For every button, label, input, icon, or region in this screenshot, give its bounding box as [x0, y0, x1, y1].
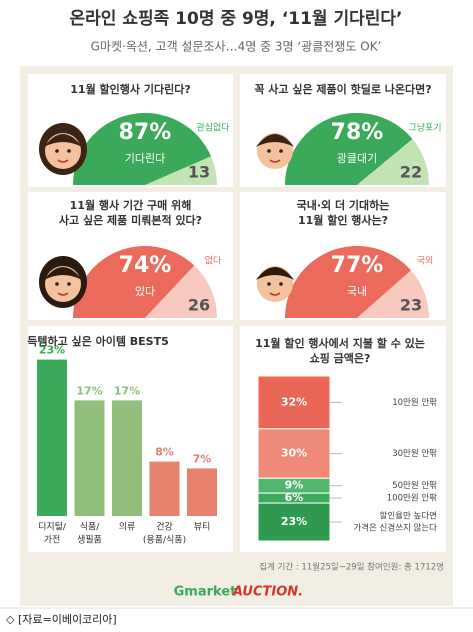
category-label: 그냥포기	[408, 123, 441, 134]
face-icon	[67, 282, 71, 286]
question: 11월 행사 기간 구매 위해	[70, 198, 192, 212]
value-label: 23	[400, 296, 422, 315]
face-icon	[279, 149, 283, 153]
category-label: 50만원 안팎	[392, 480, 437, 491]
face-icon	[67, 149, 71, 153]
category-label: (용품/식품)	[143, 535, 186, 546]
value-label: 6%	[285, 491, 304, 504]
value-label: 9%	[285, 479, 304, 492]
face-icon	[55, 149, 59, 153]
bar-segment	[257, 428, 331, 479]
category-label: 있다	[135, 285, 155, 298]
bar-segment	[257, 502, 331, 542]
category-label: 없다	[205, 256, 222, 267]
bar	[37, 359, 67, 516]
category-label: 디지털/	[38, 521, 67, 533]
bar	[74, 400, 105, 516]
value-label: 8%	[155, 446, 174, 459]
category-label: 국외	[417, 255, 434, 267]
face-icon	[44, 134, 82, 147]
bar	[112, 400, 142, 516]
category-label: 기다린다	[125, 152, 165, 165]
face-icon	[57, 159, 69, 163]
question: 11월 할인행사 기다린다?	[70, 82, 190, 96]
face-icon	[55, 282, 59, 286]
value-label: 78%	[331, 120, 384, 145]
category-label: 국내	[347, 285, 367, 298]
value-label: 7%	[193, 452, 212, 465]
gauge-slice	[357, 139, 429, 185]
gauge-slice	[145, 156, 217, 185]
category-label: 뷰티	[194, 522, 211, 533]
question: 꼭 사고 싶은 제품이 핫딜로 나온다면?	[254, 82, 431, 96]
bar	[149, 461, 180, 516]
bar	[187, 468, 217, 516]
gauge-slice	[73, 246, 195, 318]
question: 국내·외 더 기대하는	[297, 198, 390, 212]
gauge-slice	[285, 112, 413, 185]
face-icon	[256, 267, 294, 280]
value-label: 22	[400, 163, 422, 182]
value-label: 32%	[281, 395, 307, 408]
value-label: 23%	[39, 344, 65, 357]
category-label: 생필품	[77, 534, 102, 546]
chart-title: 11월 할인 행사에서 지불 할 수 있는	[255, 336, 425, 350]
category-label: 30만원 안팎	[392, 448, 437, 459]
question: 11월 할인 행사는?	[298, 213, 388, 227]
category-label: 100만원 안팎	[387, 493, 437, 504]
chart-title: 쇼핑 금액은?	[310, 351, 371, 365]
value-label: 13	[188, 163, 210, 182]
face-icon	[256, 134, 294, 147]
face-icon	[57, 292, 69, 296]
value-label: 26	[188, 296, 210, 315]
subtitle: G마켓·옥션, 고객 설문조사…4명 중 3명 ‘광클전쟁도 OK’	[91, 40, 382, 54]
face-icon	[269, 292, 281, 296]
category-label: 광클대기	[337, 152, 377, 165]
category-label: 건강	[156, 522, 173, 533]
question: 사고 싶은 제품 미뤄본적 있다?	[59, 213, 202, 227]
category-label: 관심없다	[196, 123, 230, 134]
face-icon	[279, 282, 283, 286]
logo: AUCTION.	[232, 585, 303, 600]
gauge-slice	[145, 265, 217, 318]
value-label: 17%	[114, 384, 140, 397]
category-label: 가전	[44, 535, 61, 546]
category-label: 10만원 안팎	[392, 397, 437, 408]
gauge-slice	[357, 270, 429, 318]
value-label: 30%	[281, 447, 307, 460]
gauge-slice	[73, 112, 212, 185]
source: ◇ [자료=이베이코리아]	[6, 613, 117, 626]
chart-title: 득템하고 싶은 아이템 BEST5	[27, 334, 169, 348]
value-label: 87%	[119, 120, 172, 145]
face-icon	[267, 282, 271, 286]
category-label: 의류	[119, 522, 136, 533]
value-label: 17%	[76, 384, 102, 397]
category-label: 식품/	[80, 522, 101, 533]
value-label: 77%	[331, 253, 384, 278]
category-label: 가격은 신경쓰지 않는다	[353, 523, 437, 534]
category-label: 할인율만 높다면	[380, 511, 437, 522]
face-icon	[267, 149, 271, 153]
value-label: 23%	[281, 515, 307, 528]
logo: Gmarket	[174, 585, 237, 600]
face-icon	[269, 159, 281, 163]
face-icon	[44, 267, 82, 280]
bar-segment	[257, 375, 331, 430]
gauge-slice	[285, 246, 412, 318]
value-label: 74%	[119, 253, 172, 278]
footer-note: 집계 기간 : 11월25일~29일 참여인원: 총 1712명	[259, 562, 444, 573]
title: 온라인 쇼핑족 10명 중 9명, ‘11월 기다린다’	[70, 9, 403, 29]
